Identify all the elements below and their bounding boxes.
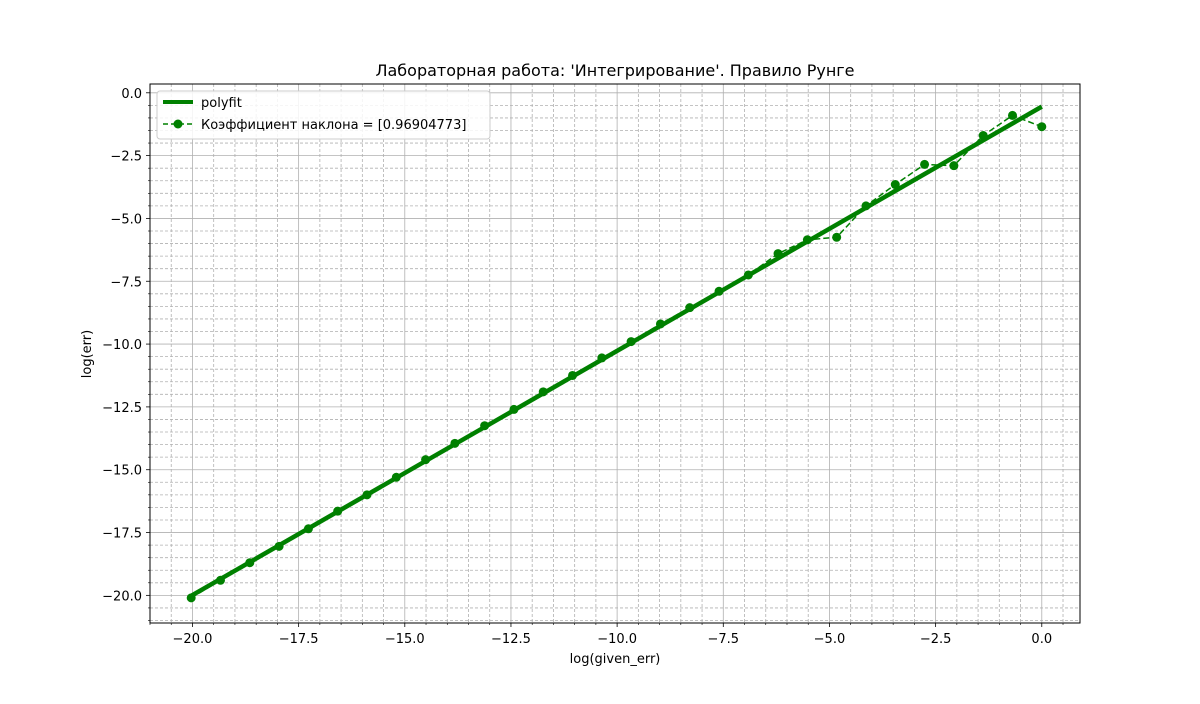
slope-series-point (1037, 122, 1047, 132)
y-tick-label: −20.0 (102, 589, 142, 604)
y-tick-label: −5.0 (110, 212, 142, 227)
legend-polyfit-label: polyfit (201, 96, 242, 111)
slope-series-point (890, 180, 900, 190)
y-tick-label: −2.5 (110, 150, 142, 165)
legend-slope-marker (173, 119, 183, 129)
x-tick-label: −17.5 (279, 632, 319, 647)
x-tick-label: −15.0 (385, 632, 425, 647)
legend-slope-label: Коэффициент наклона = [0.96904773] (201, 118, 466, 133)
y-tick-label: −7.5 (110, 275, 142, 290)
legend: polyfit Коэффициент наклона = [0.9690477… (156, 90, 491, 140)
x-tick-label: −12.5 (491, 632, 531, 647)
x-tick-label: −10.0 (597, 632, 637, 647)
x-tick-label: −20.0 (173, 632, 213, 647)
y-axis-label: log(err) (80, 330, 95, 378)
y-tick-label: −12.5 (102, 401, 142, 416)
tick-layer: −20.0 −17.5 −15.0 −12.5 −10.0 −7.5 −5.0 −2.5 0.0… (102, 87, 1064, 647)
x-tick-label: −2.5 (920, 632, 952, 647)
x-tick-label: 0.0 (1031, 632, 1052, 647)
grid-layer (149, 84, 1080, 623)
x-axis-label: log(given_err) (570, 652, 661, 667)
y-tick-label: −10.0 (102, 338, 142, 353)
slope-series-point (949, 161, 959, 171)
x-tick-label: −7.5 (707, 632, 739, 647)
axes-frame (149, 83, 1081, 624)
polyfit-series-line (190, 104, 1043, 598)
slope-series-point (920, 159, 930, 169)
series-layer (186, 104, 1047, 603)
slope-series-point (832, 232, 842, 242)
x-tick-label: −5.0 (814, 632, 846, 647)
y-tick-label: 0.0 (121, 87, 142, 102)
slope-series-point (1007, 110, 1017, 120)
chart-title: Лабораторная работа: 'Интегрирование'. П… (375, 61, 854, 80)
y-tick-label: −15.0 (102, 464, 142, 479)
y-tick-label: −17.5 (102, 527, 142, 542)
legend-box (156, 90, 491, 140)
